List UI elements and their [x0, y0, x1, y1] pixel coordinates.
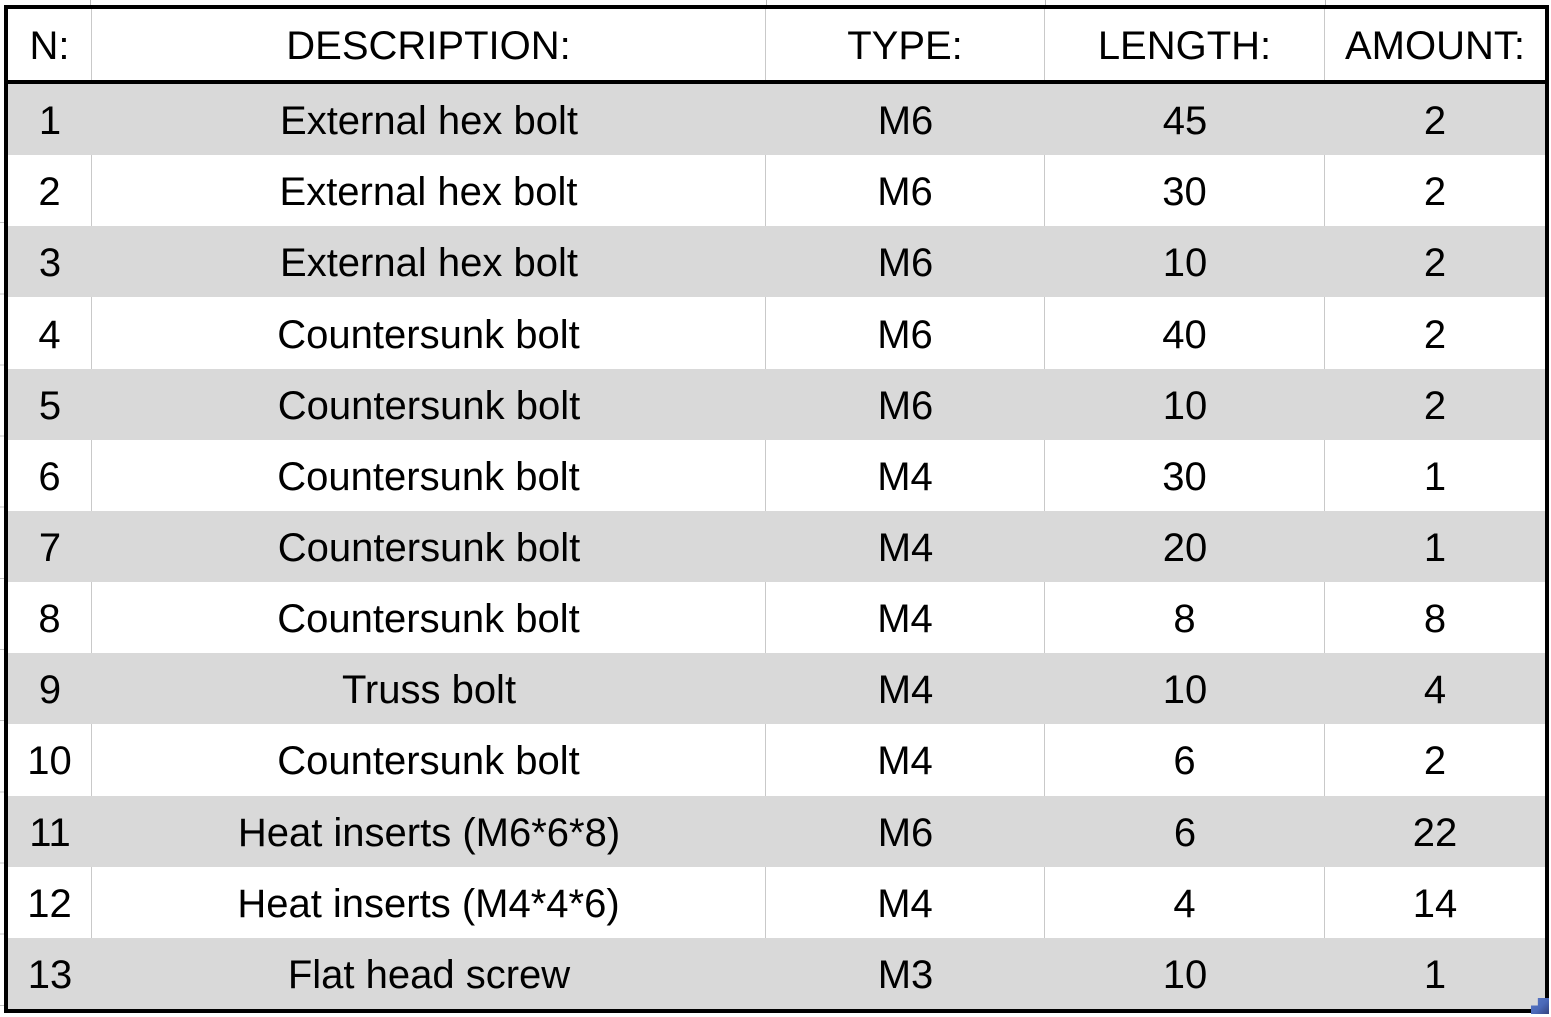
cell-amount[interactable]: 2 — [1423, 383, 1447, 428]
cell-amount[interactable]: 2 — [1423, 170, 1447, 215]
header-row: N: DESCRIPTION: TYPE: LENGTH: AMOUNT: — [8, 9, 1545, 84]
top-gridline-tick — [90, 0, 91, 5]
cell-length[interactable]: 45 — [1162, 99, 1208, 144]
cell-n[interactable]: 1 — [38, 99, 62, 144]
cell-type[interactable]: M4 — [766, 724, 1045, 796]
left-gridline-ticks — [0, 152, 4, 1012]
cell-amount[interactable]: 4 — [1423, 668, 1447, 713]
cell-amount[interactable]: 22 — [1412, 810, 1458, 855]
top-gridline-tick — [1325, 0, 1326, 5]
cell-length[interactable]: 40 — [1045, 297, 1325, 369]
cell-amount[interactable]: 2 — [1423, 241, 1447, 286]
cell-type[interactable]: M6 — [766, 297, 1045, 369]
table-row: 12 Heat inserts (M4*4*6) M4 4 14 — [8, 866, 1545, 938]
cell-length[interactable]: 30 — [1045, 439, 1325, 511]
table-row: 2 External hex bolt M6 30 2 — [8, 155, 1545, 227]
cell-length[interactable]: 30 — [1045, 155, 1325, 227]
cell-type[interactable]: M6 — [877, 383, 934, 428]
cell-length[interactable]: 6 — [1173, 810, 1197, 855]
header-cell-n[interactable]: N: — [8, 9, 92, 80]
cell-length[interactable]: 10 — [1162, 952, 1208, 997]
cell-length[interactable]: 10 — [1162, 668, 1208, 713]
cell-n[interactable]: 13 — [27, 952, 73, 997]
cell-description[interactable]: Countersunk bolt — [92, 724, 766, 796]
header-cell-amount[interactable]: AMOUNT: — [1345, 24, 1525, 68]
cell-n[interactable]: 8 — [8, 582, 92, 654]
cell-amount[interactable]: 2 — [1423, 99, 1447, 144]
table-row: 10 Countersunk bolt M4 6 2 — [8, 724, 1545, 796]
cell-amount[interactable]: 1 — [1423, 952, 1447, 997]
cell-n[interactable]: 9 — [38, 668, 62, 713]
cell-type[interactable]: M3 — [877, 952, 934, 997]
cell-description[interactable]: External hex bolt — [280, 99, 578, 144]
cell-type[interactable]: M4 — [877, 525, 934, 570]
cell-type[interactable]: M4 — [766, 866, 1045, 938]
cell-amount[interactable]: 1 — [1423, 454, 1447, 499]
table-row: 8 Countersunk bolt M4 8 8 — [8, 582, 1545, 654]
cell-n[interactable]: 2 — [8, 155, 92, 227]
parts-table: N: DESCRIPTION: TYPE: LENGTH: AMOUNT: 1 … — [4, 5, 1549, 1013]
cell-length[interactable]: 8 — [1045, 582, 1325, 654]
cell-type[interactable]: M4 — [877, 668, 934, 713]
cell-n[interactable]: 6 — [8, 439, 92, 511]
cell-description[interactable]: Flat head screw — [287, 952, 571, 997]
cell-amount[interactable]: 2 — [1423, 312, 1447, 357]
cell-type[interactable]: M4 — [766, 439, 1045, 511]
table-row: 1 External hex bolt M6 45 2 — [8, 84, 1545, 156]
cell-description[interactable]: External hex bolt — [92, 155, 766, 227]
top-gridline-tick — [1045, 0, 1046, 5]
cell-description[interactable]: Heat inserts (M4*4*6) — [92, 866, 766, 938]
table-row: 9 Truss bolt M4 10 4 — [8, 653, 1545, 725]
header-cell-type[interactable]: TYPE: — [766, 9, 1045, 80]
table-row: 7 Countersunk bolt M4 20 1 — [8, 510, 1545, 583]
table-row: 11 Heat inserts (M6*6*8) M6 6 22 — [8, 795, 1545, 867]
cell-length[interactable]: 10 — [1162, 241, 1208, 286]
table-row: 4 Countersunk bolt M6 40 2 — [8, 297, 1545, 369]
table-body: 1 External hex bolt M6 45 2 2 External h… — [8, 84, 1545, 1009]
cell-length[interactable]: 20 — [1162, 525, 1208, 570]
cell-n[interactable]: 7 — [38, 525, 62, 570]
cell-description[interactable]: Countersunk bolt — [277, 525, 581, 570]
cell-description[interactable]: Heat inserts (M6*6*8) — [237, 810, 621, 855]
cell-description[interactable]: Countersunk bolt — [92, 297, 766, 369]
cell-length[interactable]: 10 — [1162, 383, 1208, 428]
cell-n[interactable]: 12 — [8, 866, 92, 938]
cell-type[interactable]: M4 — [766, 582, 1045, 654]
header-cell-description[interactable]: DESCRIPTION: — [92, 9, 766, 80]
table-row: 6 Countersunk bolt M4 30 1 — [8, 439, 1545, 511]
cell-description[interactable]: Truss bolt — [341, 668, 517, 713]
cell-n[interactable]: 5 — [38, 383, 62, 428]
cell-description[interactable]: Countersunk bolt — [92, 582, 766, 654]
cell-type[interactable]: M6 — [877, 810, 934, 855]
cell-n[interactable]: 3 — [38, 241, 62, 286]
cell-type[interactable]: M6 — [877, 99, 934, 144]
cell-description[interactable]: Countersunk bolt — [277, 383, 581, 428]
cell-length[interactable]: 6 — [1045, 724, 1325, 796]
header-cell-length[interactable]: LENGTH: — [1045, 9, 1325, 80]
cell-type[interactable]: M6 — [766, 155, 1045, 227]
cell-amount[interactable]: 1 — [1423, 525, 1447, 570]
cell-amount[interactable]: 2 — [1423, 739, 1447, 784]
cell-description[interactable]: Countersunk bolt — [92, 439, 766, 511]
cell-type[interactable]: M6 — [877, 241, 934, 286]
top-gridline-tick — [766, 0, 767, 5]
cell-n[interactable]: 11 — [29, 810, 71, 855]
cell-n[interactable]: 4 — [8, 297, 92, 369]
cell-amount[interactable]: 8 — [1423, 597, 1447, 642]
cell-description[interactable]: External hex bolt — [280, 241, 578, 286]
cell-length[interactable]: 4 — [1045, 866, 1325, 938]
table-row: 3 External hex bolt M6 10 2 — [8, 226, 1545, 298]
cell-amount[interactable]: 14 — [1412, 881, 1458, 926]
table-row: 5 Countersunk bolt M6 10 2 — [8, 368, 1545, 440]
table-row: 13 Flat head screw M3 10 1 — [8, 937, 1545, 1009]
cell-n[interactable]: 10 — [8, 724, 92, 796]
